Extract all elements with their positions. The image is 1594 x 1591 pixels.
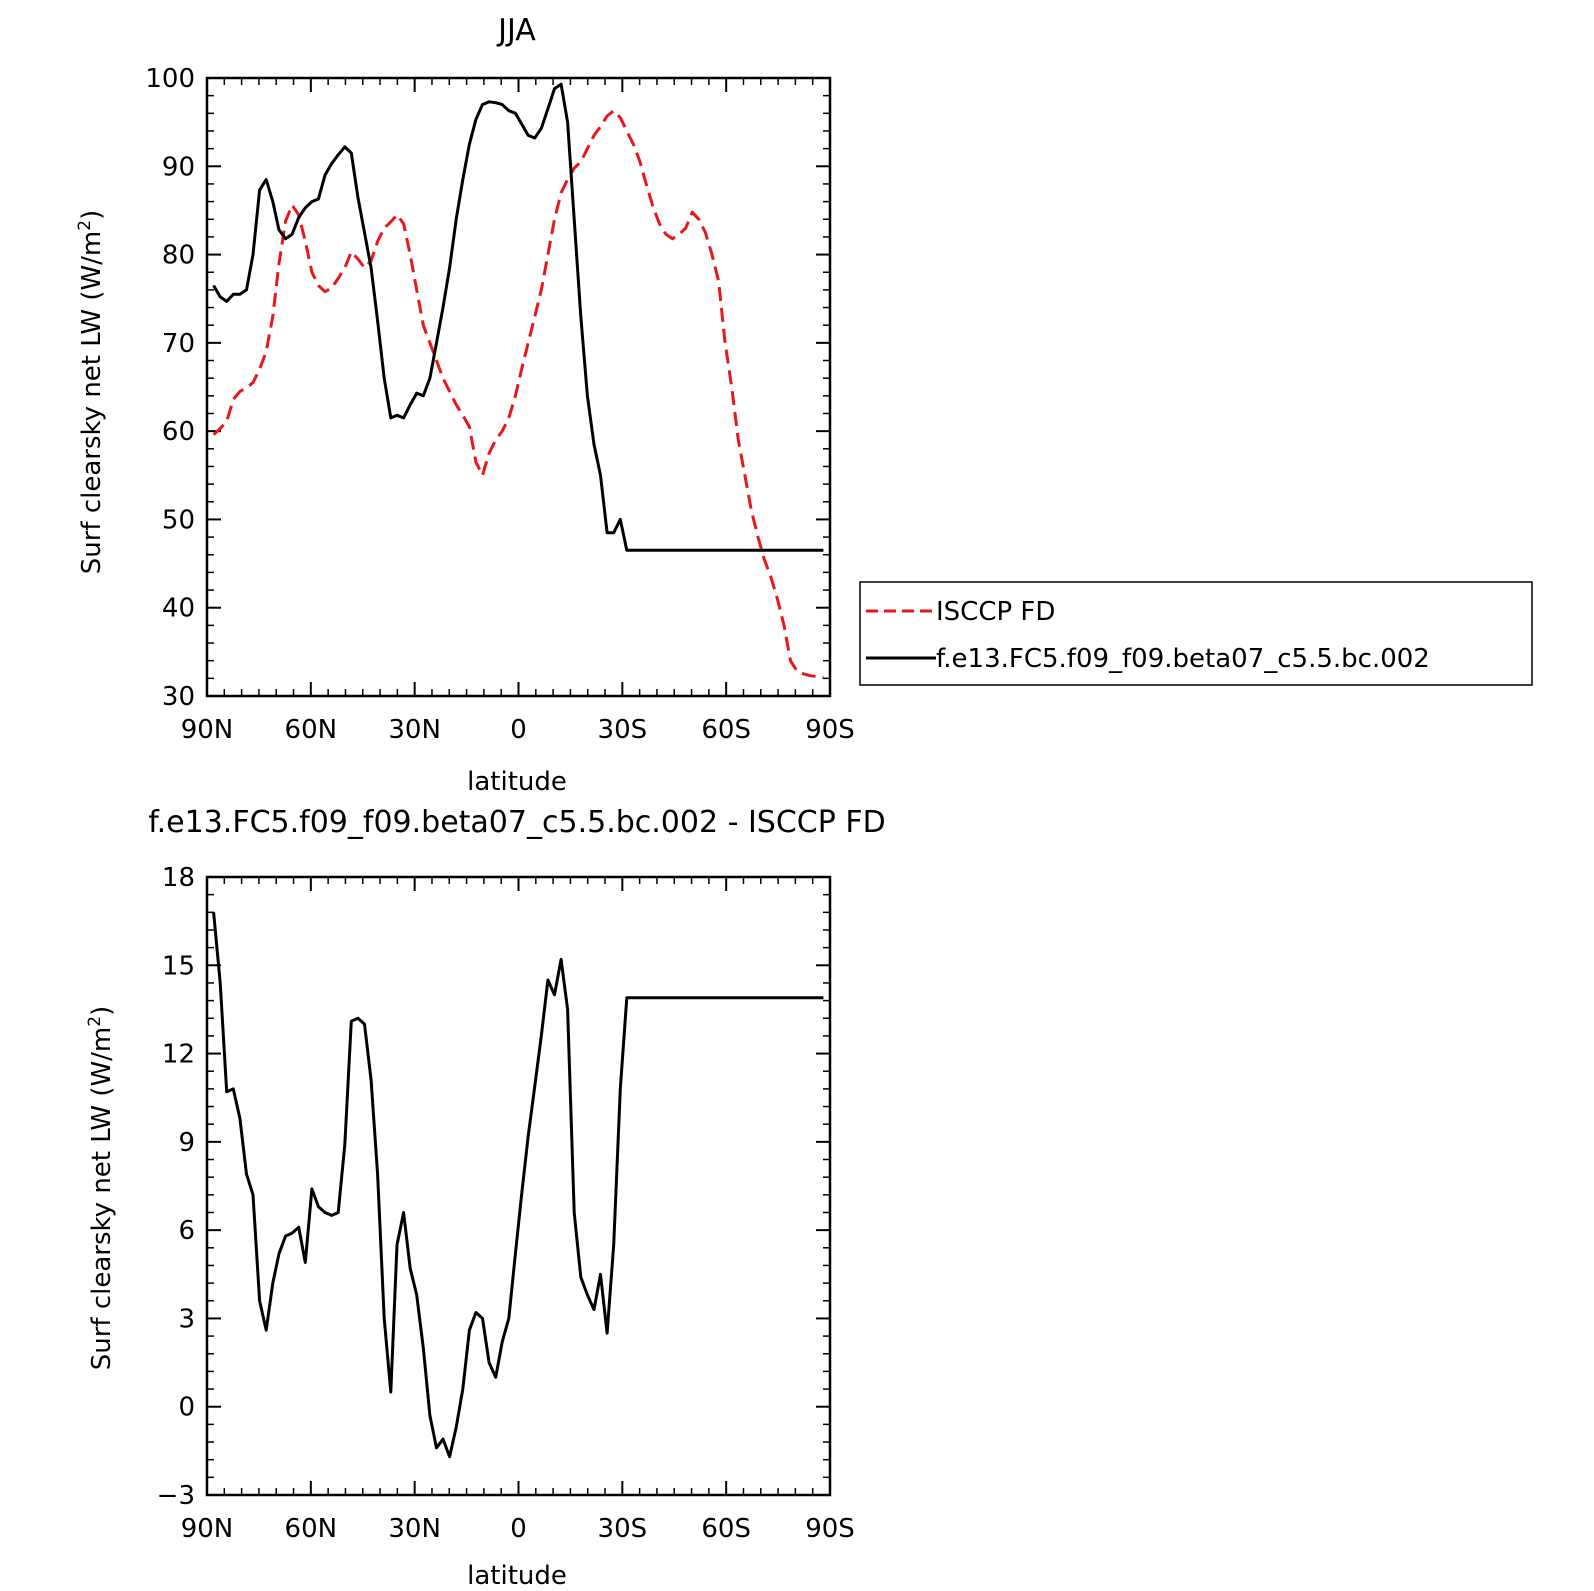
bottom-chart-title: f.e13.FC5.f09_f09.beta07_c5.5.bc.002 - I… (148, 805, 885, 840)
p1-y-tick-label: 3 (178, 1304, 195, 1334)
p1-y-tick-label: 6 (178, 1216, 195, 1246)
top-x-axis-title: latitude (467, 767, 567, 797)
p0-x-tick-label: 30S (598, 715, 648, 745)
p0-y-tick-label: 40 (162, 594, 195, 624)
p0-x-tick-label: 30N (388, 715, 441, 745)
legend-box (859, 581, 1533, 686)
p1-y-tick-label: 12 (162, 1040, 195, 1070)
p0-series-line-0 (212, 109, 824, 679)
p0-y-tick-label: 100 (145, 64, 195, 94)
p1-y-tick-label: 18 (162, 863, 195, 893)
bottom-x-axis-title: latitude (467, 1561, 567, 1591)
p0-y-tick-label: 70 (162, 329, 195, 359)
p0-y-tick-label: 80 (162, 241, 195, 271)
p1-x-tick-label: 60S (701, 1514, 751, 1544)
bottom-plot-area: 90N 60N 30N 0 30S 60S 90S −3 0 3 6 9 12 15 18 (157, 863, 855, 1544)
p1-x-tick-label: 0 (510, 1514, 527, 1544)
p1-x-tick-label: 30N (388, 1514, 441, 1544)
p1-x-tick-label: 90N (181, 1514, 234, 1544)
p0-y-tick-label: 30 (162, 682, 195, 712)
top-plot-area: 90N 60N 30N 0 30S 60S 90S 30 40 50 60 70 80 90 100 (145, 64, 854, 745)
p1-series-line-0 (212, 912, 824, 1459)
p1-y-tick-label: −3 (157, 1481, 195, 1511)
p0-x-tick-label: 90N (181, 715, 234, 745)
p1-y-tick-label: 0 (178, 1393, 195, 1423)
p1-y-tick-label: 9 (178, 1128, 195, 1158)
p0-y-tick-label: 50 (162, 505, 195, 535)
p0-x-tick-label: 90S (805, 715, 855, 745)
p1-x-tick-label: 60N (285, 1514, 338, 1544)
top-panel: JJA 90N 60N 30N 0 30S 60S 90S 30 40 50 60 70 80 90 100… (75, 13, 1533, 797)
bottom-y-axis-title: Surf clearsky net LW (W/m2) (85, 1006, 117, 1370)
legend: ISCCP FD f.e13.FC5.f09_f09.beta07_c5.5.b… (859, 581, 1533, 686)
legend-label-model: f.e13.FC5.f09_f09.beta07_c5.5.bc.002 (936, 644, 1430, 674)
p0-x-tick-label: 60S (701, 715, 751, 745)
p0-x-tick-label: 60N (285, 715, 338, 745)
p1-frame (205, 875, 832, 1497)
p0-series-line-1 (212, 82, 824, 552)
p0-y-tick-label: 90 (162, 152, 195, 182)
p1-x-tick-label: 30S (598, 1514, 648, 1544)
top-chart-title: JJA (496, 13, 536, 48)
p0-x-tick-label: 0 (510, 715, 527, 745)
top-y-axis-title: Surf clearsky net LW (W/m2) (75, 210, 107, 574)
p1-x-tick-label: 90S (805, 1514, 855, 1544)
bottom-panel: f.e13.FC5.f09_f09.beta07_c5.5.bc.002 - I… (85, 805, 886, 1591)
p1-y-tick-label: 15 (162, 951, 195, 981)
p0-y-tick-label: 60 (162, 417, 195, 447)
legend-label-isccp: ISCCP FD (936, 597, 1055, 627)
